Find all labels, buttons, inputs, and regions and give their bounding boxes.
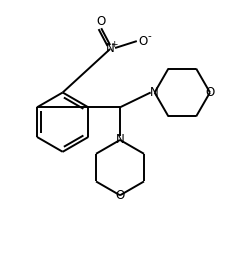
Text: O: O bbox=[138, 35, 147, 48]
Text: N: N bbox=[116, 133, 124, 146]
Text: -: - bbox=[148, 31, 151, 41]
Text: +: + bbox=[110, 40, 118, 49]
Text: O: O bbox=[205, 86, 215, 99]
Text: N: N bbox=[106, 42, 114, 56]
Text: O: O bbox=[115, 189, 125, 202]
Text: N: N bbox=[150, 86, 159, 99]
Text: O: O bbox=[97, 15, 106, 28]
